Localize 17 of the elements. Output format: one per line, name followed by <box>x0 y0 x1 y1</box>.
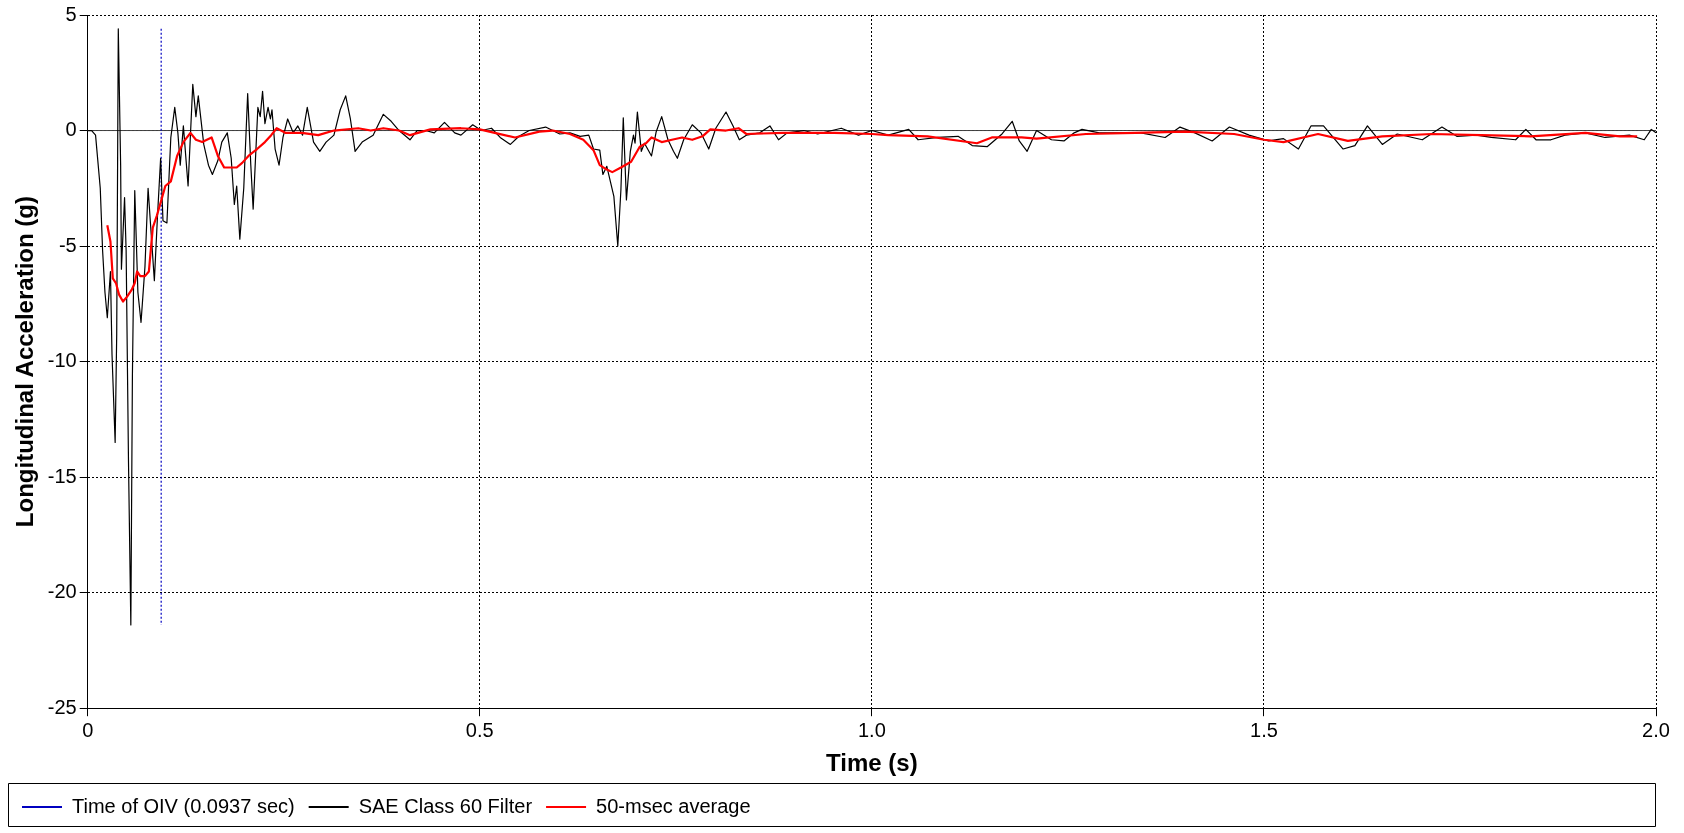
y-tick-label: 5 <box>65 2 77 25</box>
x-tick-label: 2.0 <box>1642 718 1670 741</box>
y-tick-label: 0 <box>65 118 77 141</box>
legend-label: 50-msec average <box>596 794 751 817</box>
x-tick-label: 1.5 <box>1250 718 1278 741</box>
x-tick-label: 0 <box>82 718 94 741</box>
y-tick-label: -20 <box>47 580 77 603</box>
y-tick-label: -10 <box>47 349 77 372</box>
y-tick-label: -25 <box>47 695 77 718</box>
x-tick-label: 1.0 <box>857 718 886 741</box>
y-tick-label: -5 <box>58 233 77 256</box>
x-tick-label: 0.5 <box>465 718 494 741</box>
x-axis-title: Time (s) <box>826 749 918 777</box>
legend-label: Time of OIV (0.0937 sec) <box>72 794 295 817</box>
y-tick-label: -15 <box>47 464 77 487</box>
legend-label: SAE Class 60 Filter <box>358 794 533 817</box>
y-axis-title: Longitudinal Acceleration (g) <box>11 196 39 528</box>
